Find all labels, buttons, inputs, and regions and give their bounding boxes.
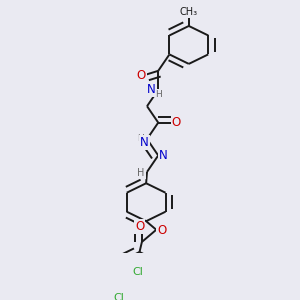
Text: O: O bbox=[172, 116, 181, 129]
Text: CH₃: CH₃ bbox=[180, 7, 198, 17]
Text: N: N bbox=[147, 83, 156, 96]
Text: O: O bbox=[157, 224, 166, 237]
Text: H: H bbox=[137, 134, 144, 142]
Text: Cl: Cl bbox=[133, 267, 144, 277]
Text: O: O bbox=[135, 220, 144, 233]
Text: N: N bbox=[140, 136, 149, 148]
Text: N: N bbox=[159, 149, 168, 162]
Text: H: H bbox=[137, 168, 145, 178]
Text: H: H bbox=[155, 90, 162, 99]
Text: Cl: Cl bbox=[113, 293, 124, 300]
Text: O: O bbox=[136, 69, 146, 82]
